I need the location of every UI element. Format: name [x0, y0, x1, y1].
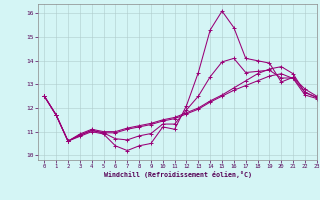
X-axis label: Windchill (Refroidissement éolien,°C): Windchill (Refroidissement éolien,°C): [104, 171, 252, 178]
